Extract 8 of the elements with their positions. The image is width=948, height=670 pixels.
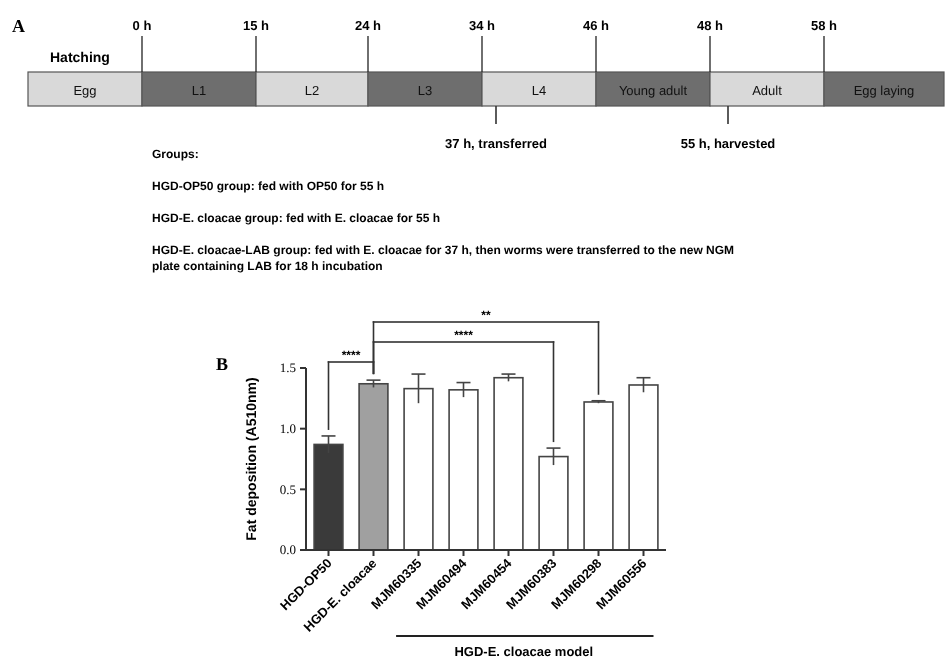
text: A — [12, 16, 26, 36]
bar — [448, 389, 479, 551]
bar — [583, 401, 614, 551]
bar — [493, 376, 524, 551]
bar — [358, 382, 389, 551]
bar — [538, 455, 569, 551]
chart-title: B — [216, 354, 229, 374]
bar — [628, 384, 659, 551]
